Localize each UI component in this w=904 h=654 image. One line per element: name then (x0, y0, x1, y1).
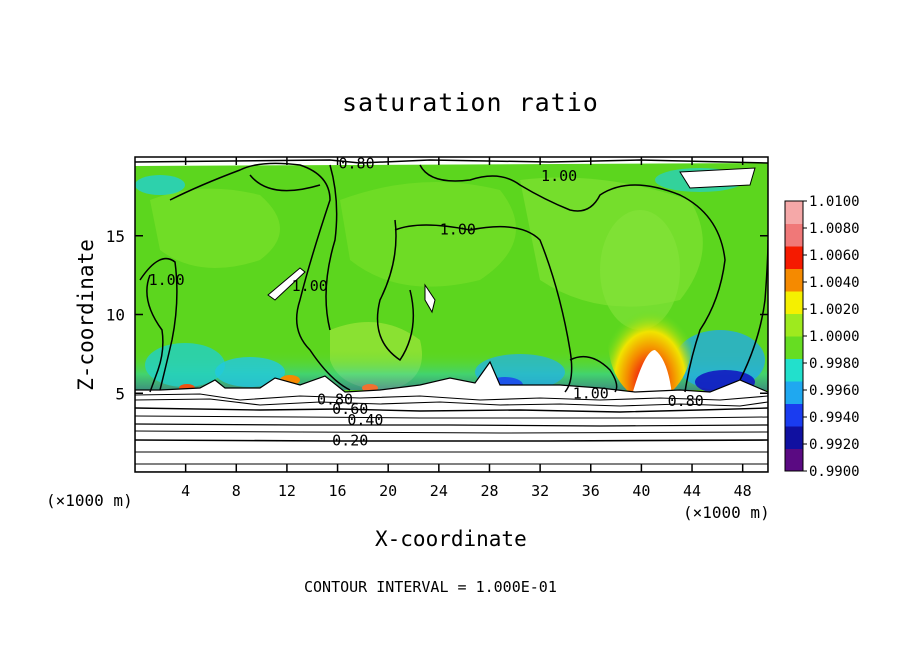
x-tick-label: 32 (531, 482, 549, 500)
x-tick-label: 20 (379, 482, 397, 500)
unsaturated-gap (424, 283, 436, 314)
colorbar-swatch (785, 201, 803, 224)
contour-label: 0.80 (317, 391, 353, 409)
x-tick-label: 4 (181, 482, 190, 500)
colorbar-label: 0.9980 (809, 356, 860, 372)
colorbar-swatch (785, 426, 803, 449)
colorbar-label: 1.0040 (809, 275, 860, 291)
y-axis-unit: (×1000 m) (46, 491, 133, 510)
x-tick-label: 24 (430, 482, 448, 500)
colorbar-swatch (785, 336, 803, 359)
colorbar-label: 1.0100 (809, 194, 860, 210)
cyan-patch (135, 175, 185, 195)
chart-title: saturation ratio (342, 88, 599, 117)
x-tick-label: 44 (683, 482, 701, 500)
colorbar-label: 0.9960 (809, 383, 860, 399)
colorbar-label: 1.0020 (809, 302, 860, 318)
contour-label: 0.60 (332, 400, 368, 418)
contour-label: 0.40 (347, 411, 383, 429)
y-tick-label: 5 (115, 384, 125, 403)
saturation-contours (135, 159, 768, 393)
supersaturated-plume (608, 280, 692, 400)
colorbar-swatch (785, 403, 803, 427)
colorbar-swatch (785, 358, 803, 382)
supersaturated-core (632, 350, 672, 395)
contour-label: 1.00 (573, 384, 609, 402)
contour-label: 1.00 (292, 277, 328, 295)
colorbar: 1.0100 1.0080 1.0060 1.0040 1.0020 1.0000 0.99… (784, 194, 860, 480)
colorbar-label: 0.9920 (809, 437, 860, 453)
x-tick-label: 36 (582, 482, 600, 500)
colorbar-swatch (785, 246, 803, 269)
unsaturated-gap (679, 167, 756, 189)
x-tick-label: 48 (734, 482, 752, 500)
contour-labels: 0.801.001.001.00 1.001.000.800.600.400.80… (149, 154, 704, 450)
contour-label: 1.00 (440, 220, 476, 238)
x-tick-label: 8 (232, 482, 241, 500)
colorbar-label: 1.0060 (809, 248, 860, 264)
contour-label: 0.80 (338, 154, 374, 172)
colorbar-label: 0.9900 (809, 464, 860, 480)
cyan-patch (215, 357, 285, 387)
y-tick-label: 10 (106, 306, 125, 325)
field-patch (340, 182, 516, 287)
x-axis-unit: (×1000 m) (683, 503, 770, 522)
contour-label: 0.80 (668, 392, 704, 410)
colorbar-swatch (785, 381, 803, 404)
unsaturated-gap (267, 267, 306, 301)
colorbar-swatch (785, 223, 803, 247)
y-tick-label: 15 (106, 227, 125, 246)
colorbar-label: 1.0080 (809, 221, 860, 237)
contour-label: 0.20 (332, 432, 368, 450)
contour-label: 1.00 (149, 271, 185, 289)
x-tick-label: 28 (480, 482, 498, 500)
colorbar-swatch (785, 268, 803, 292)
colorbar-swatch (785, 313, 803, 337)
plot-field: 0.801.001.001.00 1.001.000.800.600.400.80… (135, 154, 768, 472)
x-tick-label: 12 (278, 482, 296, 500)
x-tick-label: 16 (329, 482, 347, 500)
x-tick-label: 40 (632, 482, 650, 500)
colorbar-label: 0.9940 (809, 410, 860, 426)
lower-contours (135, 393, 768, 465)
cyan-patch (145, 343, 225, 387)
contour-interval-note: CONTOUR INTERVAL = 1.000E-01 (304, 578, 557, 596)
x-axis-label: X-coordinate (375, 527, 527, 551)
contour-label: 1.00 (541, 167, 577, 185)
colorbar-swatch (785, 291, 803, 314)
field-patch (150, 188, 280, 268)
colorbar-label: 1.0000 (809, 329, 860, 345)
unsaturated-region (135, 360, 768, 472)
colorbar-swatch (785, 448, 803, 472)
